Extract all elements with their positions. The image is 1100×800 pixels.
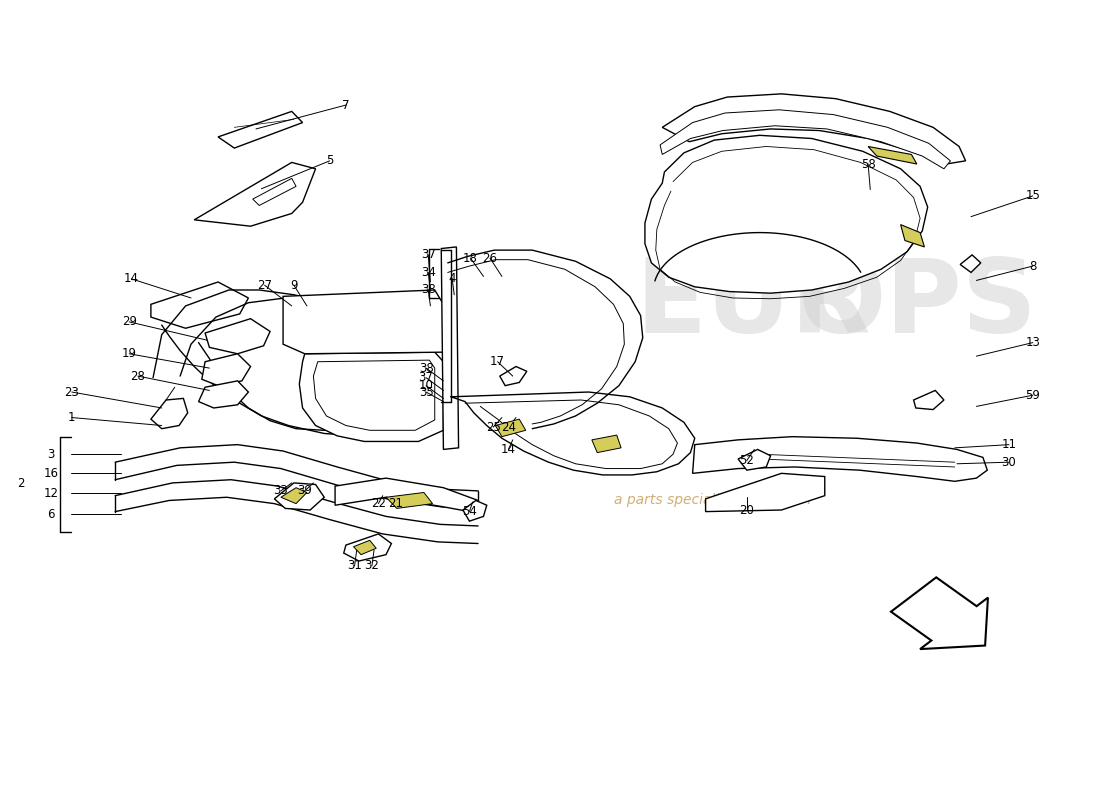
Polygon shape [495,419,526,437]
Polygon shape [336,478,478,514]
Polygon shape [705,474,825,512]
Text: 15: 15 [1025,190,1041,202]
Text: 18: 18 [463,251,477,265]
Polygon shape [253,178,296,206]
Text: 58: 58 [860,158,876,170]
Polygon shape [660,110,950,169]
Text: 20: 20 [739,503,755,517]
Text: 17: 17 [491,355,505,368]
Text: 59: 59 [1025,389,1041,402]
Text: 26: 26 [483,251,497,265]
Text: 34: 34 [421,266,436,279]
Polygon shape [662,94,966,164]
Text: 33: 33 [274,484,288,498]
Text: 21: 21 [388,497,404,510]
Text: 9: 9 [290,278,298,292]
Polygon shape [441,247,459,450]
Text: 29: 29 [122,315,136,328]
Polygon shape [201,354,251,386]
Text: 31: 31 [348,559,362,572]
Text: 54: 54 [462,505,476,518]
Text: 22: 22 [371,497,386,510]
Polygon shape [738,450,771,470]
Text: 19: 19 [122,347,136,360]
Polygon shape [299,352,443,442]
Polygon shape [891,578,988,649]
Text: 1: 1 [68,411,76,424]
Text: 35: 35 [419,386,433,398]
Text: 14: 14 [124,272,139,286]
Polygon shape [499,366,527,386]
Polygon shape [205,318,271,354]
Text: 23: 23 [65,386,79,398]
Polygon shape [195,162,316,226]
Text: 6: 6 [47,507,55,521]
Text: 16: 16 [44,467,58,480]
Polygon shape [151,398,188,429]
Polygon shape [283,290,443,354]
Polygon shape [463,501,486,521]
Text: 3: 3 [47,448,55,461]
Text: 10: 10 [419,379,433,392]
Text: 39: 39 [297,484,312,498]
Polygon shape [353,540,376,554]
Polygon shape [960,255,981,273]
Polygon shape [280,488,307,504]
Polygon shape [386,493,432,509]
Text: 24: 24 [500,421,516,434]
Text: 2: 2 [18,478,24,490]
Polygon shape [592,435,622,453]
Text: 7: 7 [342,98,350,111]
Polygon shape [218,111,302,148]
Text: 25: 25 [486,421,500,434]
Polygon shape [314,360,435,430]
Text: 38: 38 [419,362,433,374]
Text: 28: 28 [131,370,145,382]
Text: 14: 14 [500,443,516,456]
Polygon shape [274,483,324,510]
Text: 12: 12 [44,486,58,500]
Text: 52: 52 [739,454,755,467]
Polygon shape [693,437,988,482]
Text: EUR: EUR [635,254,871,355]
Polygon shape [343,534,392,561]
Text: OPS: OPS [798,254,1037,355]
Text: 11: 11 [1001,438,1016,451]
Text: 4: 4 [449,271,455,285]
Text: 8: 8 [1030,259,1036,273]
Polygon shape [901,225,924,247]
Polygon shape [868,146,916,164]
Polygon shape [645,135,927,293]
Text: 13: 13 [1025,336,1041,349]
Text: a parts specialist since 1984: a parts specialist since 1984 [614,493,812,506]
Polygon shape [151,282,249,328]
Text: 30: 30 [1002,456,1016,469]
Text: 38: 38 [421,283,436,297]
Text: 27: 27 [257,278,272,292]
Text: 32: 32 [364,559,380,572]
Text: 37: 37 [421,249,436,262]
Polygon shape [914,390,944,410]
Text: 5: 5 [326,154,333,167]
Polygon shape [199,381,249,408]
Text: 37: 37 [419,371,433,384]
